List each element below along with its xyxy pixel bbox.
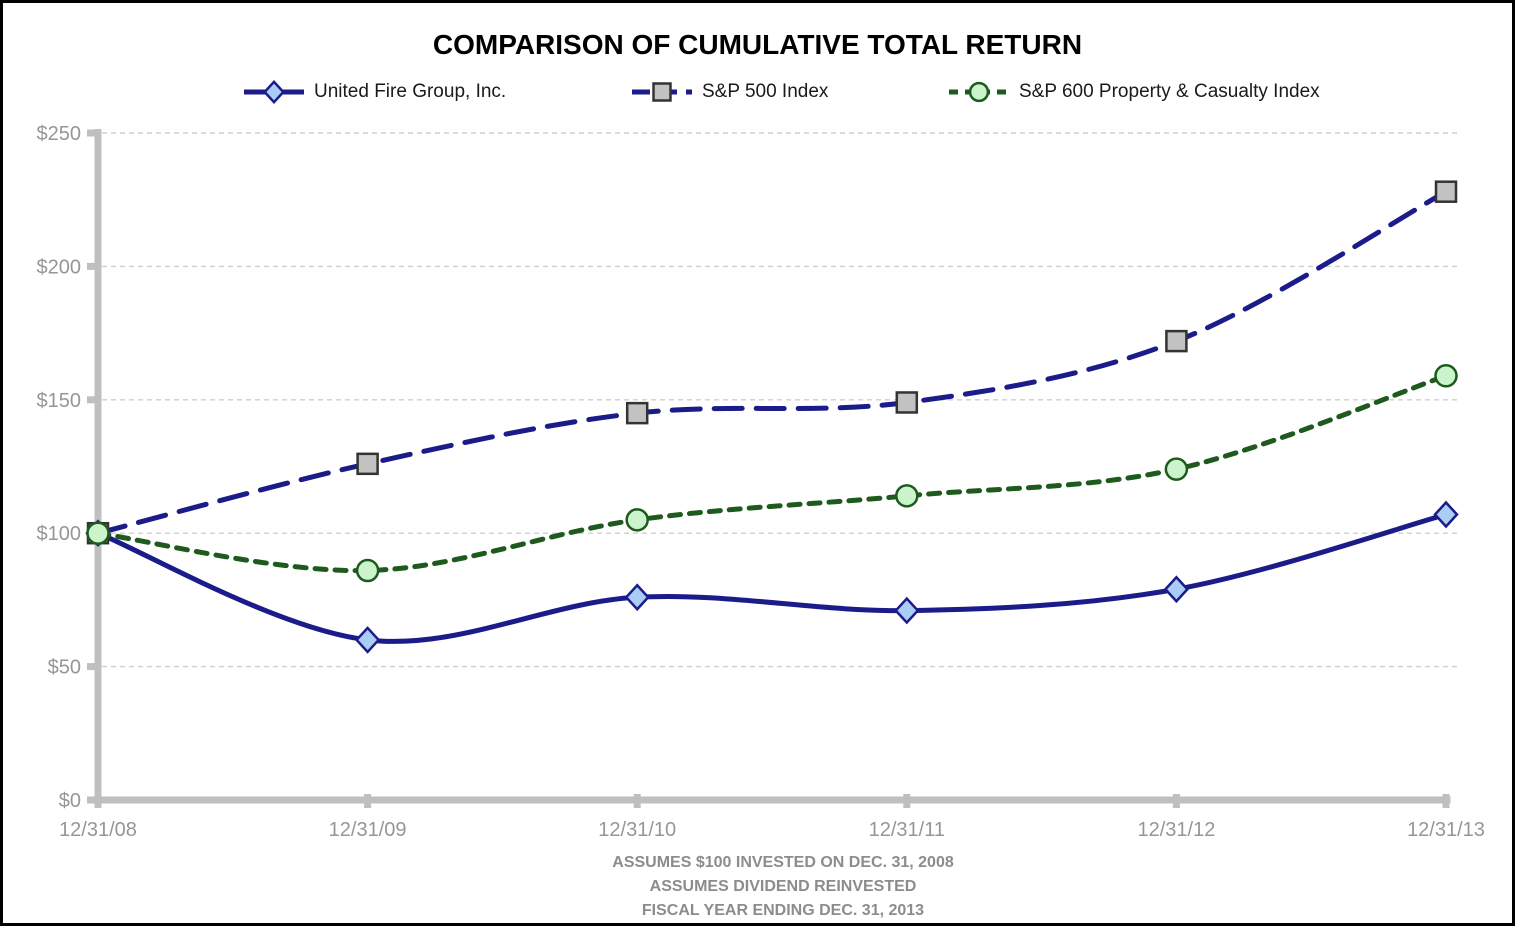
y-axis-tick: [87, 262, 99, 270]
y-axis-tick: [87, 663, 99, 671]
x-tick-label: 12/31/11: [869, 819, 945, 841]
legend-item-united-fire-group: United Fire Group, Inc.: [243, 79, 506, 105]
square-marker-icon: [895, 391, 919, 414]
footnote-line-3: FISCAL YEAR ENDING DEC. 31, 2013: [641, 902, 925, 919]
diamond-marker-icon: [624, 583, 650, 612]
square-marker-icon: [1165, 329, 1188, 353]
series-line: [95, 189, 1449, 536]
circle-marker-icon: [86, 521, 110, 545]
circle-marker-icon: [895, 484, 919, 508]
legend-label-united-fire-group: United Fire Group, Inc.: [314, 81, 507, 102]
series-line: [95, 512, 1449, 644]
plot-area: $0 $50 $100 $150 $200 $250 12/31/08 12/31/09 12/…: [37, 123, 1485, 841]
series-3: [86, 364, 1458, 583]
legend-square-line-icon: [632, 82, 692, 102]
circle-marker-icon: [355, 558, 380, 583]
y-axis-line: [94, 129, 102, 805]
chart-legend: United Fire Group, Inc. S&P 500 Index S&…: [3, 79, 1512, 111]
y-tick-label: $250: [37, 123, 82, 145]
x-tick-label: 12/31/13: [1407, 819, 1485, 841]
series-2: [86, 180, 1458, 545]
legend-label-sp600-property-casualty: S&P 600 Property & Casualty Index: [1019, 81, 1320, 102]
x-tick-label: 12/31/10: [598, 819, 676, 841]
y-tick-label: $200: [37, 256, 82, 278]
circle-marker-icon: [1434, 364, 1458, 388]
legend-label-sp500: S&P 500 Index: [702, 81, 829, 102]
diamond-marker-icon: [894, 596, 920, 625]
square-marker-icon: [356, 452, 379, 476]
y-axis-tick: [87, 129, 99, 137]
series-line: [95, 373, 1449, 574]
circle-marker-icon: [1164, 457, 1189, 481]
diamond-marker-icon: [354, 626, 381, 654]
circle-marker-icon: [968, 81, 990, 103]
legend-item-sp500: S&P 500 Index: [631, 79, 828, 105]
chart-footnotes: ASSUMES $100 INVESTED ON DEC. 31, 2008 A…: [63, 851, 1503, 923]
footnote-line-1: ASSUMES $100 INVESTED ON DEC. 31, 2008: [612, 854, 954, 871]
diamond-marker-icon: [1433, 500, 1459, 529]
footnote-line-2: ASSUMES DIVIDEND REINVESTED: [649, 878, 917, 895]
y-tick-label: $150: [37, 390, 82, 412]
y-axis-tick: [87, 796, 99, 804]
y-tick-label: $0: [59, 790, 81, 812]
legend-circle-line-icon: [949, 81, 1009, 103]
diamond-marker-icon: [262, 79, 286, 105]
y-axis-tick: [87, 396, 99, 404]
legend-diamond-line-icon: [244, 79, 304, 105]
square-marker-icon: [625, 401, 649, 425]
chart-title: COMPARISON OF CUMULATIVE TOTAL RETURN: [432, 29, 1083, 60]
series-1: [85, 500, 1459, 654]
x-tick-label: 12/31/09: [329, 819, 407, 841]
square-marker-icon: [652, 82, 672, 102]
square-marker-icon: [1434, 180, 1458, 203]
legend-item-sp600-property-casualty: S&P 600 Property & Casualty Index: [948, 79, 1320, 105]
y-tick-label: $50: [48, 657, 81, 679]
y-tick-label: $100: [37, 523, 82, 545]
x-tick-label: 12/31/12: [1137, 819, 1215, 841]
diamond-marker-icon: [1163, 575, 1190, 604]
circle-marker-icon: [625, 508, 649, 532]
x-tick-label: 12/31/08: [59, 819, 137, 841]
x-axis-line: [94, 796, 1451, 804]
